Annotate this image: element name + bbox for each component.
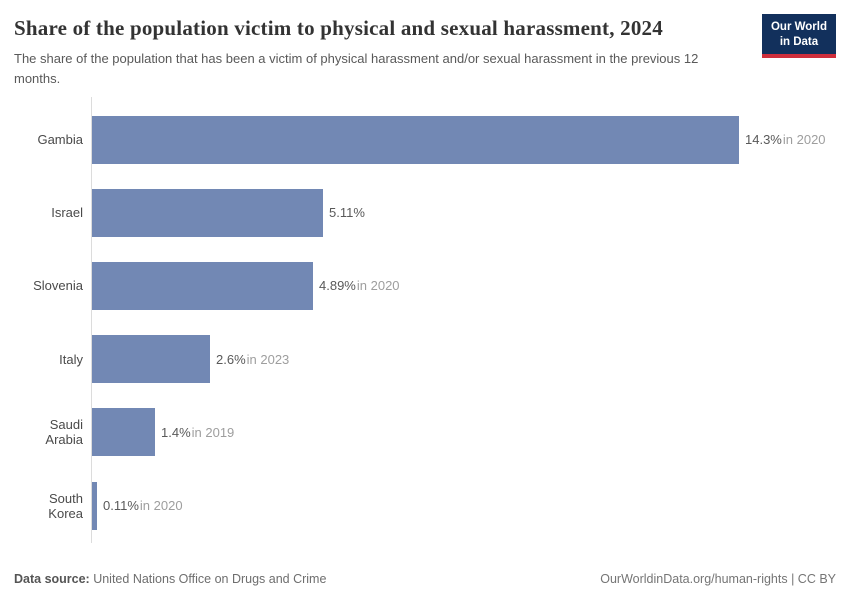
entity-label[interactable]: Slovenia — [33, 278, 83, 294]
y-axis-line — [91, 97, 92, 543]
value-text: 4.89% — [319, 278, 356, 294]
bar-area: 4.89%in 2020 — [92, 261, 400, 310]
bar[interactable] — [92, 188, 323, 237]
header: Share of the population victim to physic… — [14, 12, 836, 88]
entity-label[interactable]: Israel — [51, 205, 83, 221]
year-text: in 2020 — [782, 132, 826, 148]
bar[interactable] — [92, 481, 97, 530]
bar-area: 1.4%in 2019 — [92, 408, 234, 457]
owid-logo: Our World in Data — [761, 14, 836, 58]
value-text: 0.11% — [103, 498, 139, 514]
value-text: 5.11% — [329, 205, 365, 221]
value-text: 1.4% — [161, 424, 191, 440]
data-source-label: Data source: — [14, 572, 90, 586]
bar-value-label: 1.4%in 2019 — [161, 425, 234, 440]
bar[interactable] — [92, 115, 739, 164]
bar-value-label: 0.11%in 2020 — [103, 498, 183, 513]
bar-area: 5.11% — [92, 188, 365, 237]
owid-logo-line2: in Data — [779, 35, 819, 48]
bar-row: Slovenia 4.89%in 2020 — [14, 249, 836, 322]
entity-label[interactable]: Saudi Arabia — [45, 417, 83, 448]
bar-row: South Korea 0.11%in 2020 — [14, 469, 836, 542]
bar-chart: Gambia 14.3%in 2020 Israel 5.11% Slovenia 4.8… — [14, 97, 836, 543]
year-text: in 2019 — [191, 424, 235, 440]
bar-row: Israel 5.11% — [14, 176, 836, 249]
bar[interactable] — [92, 408, 155, 457]
year-text: in 2020 — [356, 278, 400, 294]
bar-area: 2.6%in 2023 — [92, 335, 289, 384]
entity-label[interactable]: Italy — [59, 351, 83, 367]
bar-value-label: 2.6%in 2023 — [216, 352, 289, 367]
value-text: 14.3% — [745, 132, 782, 148]
attribution[interactable]: OurWorldinData.org/human-rights | CC BY — [600, 572, 836, 586]
header-text: Share of the population victim to physic… — [14, 12, 762, 88]
bar-rows: Gambia 14.3%in 2020 Israel 5.11% Slovenia 4.8… — [14, 103, 836, 542]
bar-value-label: 14.3%in 2020 — [745, 132, 826, 147]
bar-row: Gambia 14.3%in 2020 — [14, 103, 836, 176]
year-text: in 2023 — [246, 351, 290, 367]
entity-label[interactable]: South Korea — [48, 490, 83, 521]
entity-label[interactable]: Gambia — [37, 132, 83, 148]
bar[interactable] — [92, 335, 210, 384]
chart-title: Share of the population victim to physic… — [14, 16, 663, 40]
data-source-value: United Nations Office on Drugs and Crime — [89, 572, 327, 586]
bar[interactable] — [92, 261, 313, 310]
bar-value-label: 5.11% — [329, 205, 365, 220]
year-text: in 2020 — [139, 498, 183, 514]
bar-area: 0.11%in 2020 — [92, 481, 183, 530]
data-source: Data source: United Nations Office on Dr… — [14, 572, 326, 586]
chart-subtitle: The share of the population that has bee… — [14, 51, 699, 86]
bar-row: Saudi Arabia 1.4%in 2019 — [14, 396, 836, 469]
bar-area: 14.3%in 2020 — [92, 115, 826, 164]
bar-value-label: 4.89%in 2020 — [319, 278, 400, 293]
bar-row: Italy 2.6%in 2023 — [14, 323, 836, 396]
owid-logo-line1: Our World — [770, 21, 827, 33]
footer: Data source: United Nations Office on Dr… — [14, 572, 836, 586]
value-text: 2.6% — [216, 351, 246, 367]
